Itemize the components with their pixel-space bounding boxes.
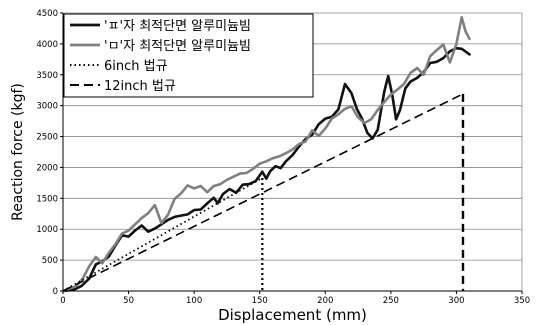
x-tick-label: 50 (123, 296, 134, 306)
y-tick-label: 4500 (36, 9, 58, 19)
y-tick-label: 4000 (36, 40, 58, 50)
y-tick-label: 2500 (36, 133, 58, 143)
series-layer (61, 16, 471, 293)
legend-box (63, 13, 314, 98)
tick-labels: 0 500 1000 1500 2000 2500 3000 3500 4000 4500 0 50 1… (36, 9, 530, 306)
y-tick-label: 1500 (36, 194, 58, 204)
y-tick-label: 3500 (36, 71, 58, 81)
legend-label: 12inch 법규 (104, 79, 176, 94)
legend-label: 'ㅁ'자 최적단면 알루미늄빔 (104, 39, 251, 54)
y-tick-label: 1000 (36, 225, 58, 235)
y-tick-label: 500 (42, 256, 58, 266)
axes (60, 12, 523, 294)
x-tick-label: 250 (383, 296, 399, 306)
y-tick-label: 0 (53, 287, 58, 297)
legend-label: 6inch 법규 (104, 59, 168, 74)
y-tick-label: 2000 (36, 163, 58, 173)
y-tick-label: 3000 (36, 102, 58, 112)
series-line-2 (61, 16, 471, 293)
y-axis-label: Reaction force (kgf) (10, 83, 26, 221)
x-tick-label: 350 (514, 296, 530, 306)
x-axis-label: Displacement (mm) (218, 306, 367, 324)
x-tick-label: 200 (317, 296, 333, 306)
legend-label: 'ㅍ'자 최적단면 알루미늄빔 (104, 19, 251, 34)
series-line-4 (62, 93, 464, 292)
x-tick-label: 0 (60, 296, 65, 306)
series-line-1 (61, 46, 471, 293)
series-line-3 (62, 177, 263, 292)
x-tick-label: 100 (186, 296, 202, 306)
legend: 'ㅍ'자 최적단면 알루미늄빔 'ㅁ'자 최적단면 알루미늄빔 6inch 법규 12… (63, 13, 314, 98)
x-tick-label: 300 (448, 296, 464, 306)
x-tick-label: 150 (252, 296, 268, 306)
